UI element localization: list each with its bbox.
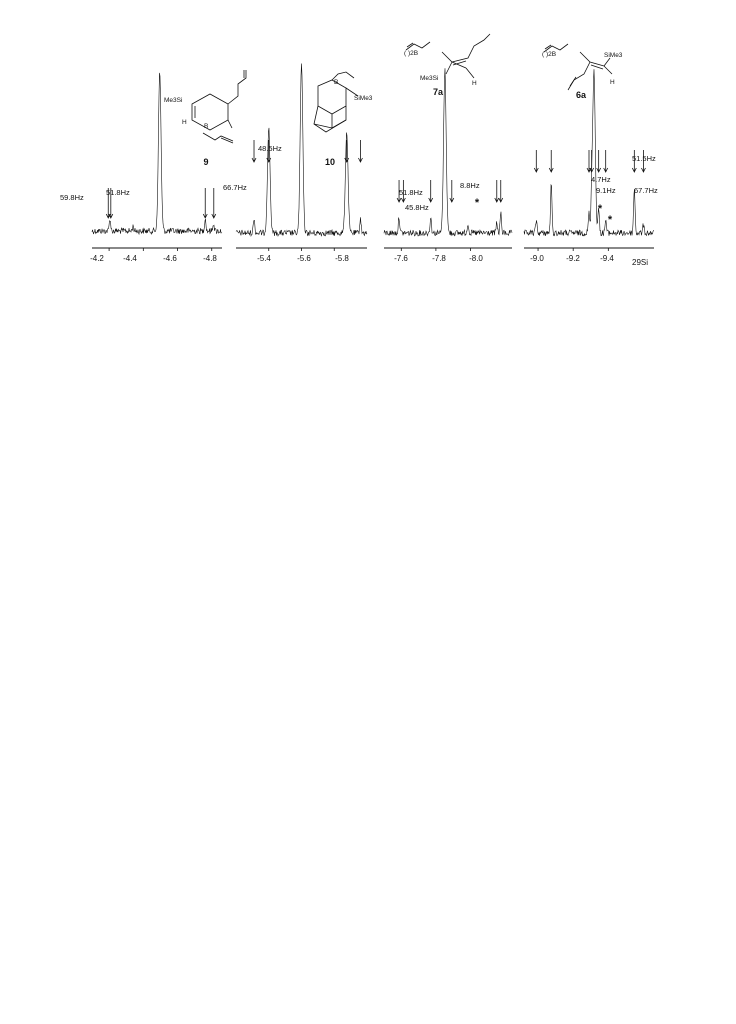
peak-arrow [358,140,363,163]
compound-label: 6a [576,90,587,100]
spectrum-trace-10 [235,63,368,238]
structure-9 [191,70,247,144]
coupling-label: 4.7Hz [591,175,611,184]
peak-arrow [428,180,434,203]
tick-label: -7.8 [432,254,446,263]
peak-arrow [449,180,455,203]
peak-arrow [396,180,402,203]
peak-arrow [631,150,637,173]
compound-label: 7a [433,87,444,97]
compound-label: 9 [203,157,208,167]
tick-label: -9.2 [566,254,580,263]
peak-arrow [498,180,504,203]
arrows-7a [396,180,504,203]
substituent-label: B [334,79,338,86]
tick-label: -8.0 [469,254,483,263]
substituent-label: H [472,80,477,87]
ticks-7a [400,248,471,251]
coupling-label: 9.1Hz [596,186,616,195]
coupling-label: 51.8Hz [399,188,423,197]
tick-label: -4.4 [123,254,137,263]
coupling-label: 67.7Hz [634,186,658,195]
substituent-label: ( )2B [404,50,418,57]
spectrum-trace-7a [383,68,513,237]
peak-arrow [494,180,500,203]
coupling-label: 8.8Hz [460,181,480,190]
tick-label: -5.4 [257,254,271,263]
peak-arrow [202,188,208,219]
coupling-label: 45.8Hz [405,203,429,212]
peak-arrow [251,140,257,163]
spectrum-panel-6a: -9.0 -9.2 -9.4 29Si 4.7Hz 9.1Hz 51.5Hz 6… [523,43,658,267]
peak-arrow [641,150,646,173]
spectrum-panel-7a: -7.6 -7.8 -8.0 51.8Hz 45.8Hz 8.8Hz * ( )… [383,33,513,263]
ticks-6a [537,248,609,251]
tick-label: -4.6 [163,254,177,263]
compound-label: 10 [325,157,335,167]
peak-arrow [266,140,272,163]
peak-arrow [603,150,609,173]
spectrum-panel-9: -4.2 -4.4 -4.6 -4.8 59.8Hz 51.8Hz Me3Si … [60,70,247,263]
structure-6a [543,43,613,91]
tick-label: -9.4 [600,254,614,263]
peak-arrow [344,140,350,163]
substituent-label: H [182,119,187,126]
substituent-label: SiMe3 [354,95,373,102]
tick-label: -4.8 [203,254,217,263]
substituent-label: Me3Si [164,97,182,104]
nucleus-label: 29Si [632,258,648,267]
coupling-label: 51.5Hz [632,154,656,163]
tick-label: -4.2 [90,254,104,263]
tick-label: -7.6 [394,254,408,263]
peak-arrow [589,150,594,173]
arrows-10 [251,140,363,163]
ticks-9 [108,248,213,251]
spectrum-panel-10: -5.4 -5.6 -5.8 48.5Hz 66.7Hz B SiMe3 10 [223,63,373,263]
arrows-6a [533,150,646,173]
impurity-marker: * [608,214,613,226]
coupling-label: 48.5Hz [258,144,282,153]
spectrum-trace-6a [523,69,654,237]
coupling-label: 51.8Hz [106,188,130,197]
impurity-marker: * [475,197,480,209]
arrows-9 [105,188,217,219]
substituent-label: ( )2B [542,51,556,58]
impurity-marker: * [598,203,603,215]
substituent-label: SiMe3 [604,52,623,59]
substituent-label: Me3Si [420,75,438,82]
structure-7a [405,33,491,79]
substituent-label: H [610,79,615,86]
coupling-label: 59.8Hz [60,193,84,202]
ticks-10 [268,248,335,251]
coupling-label: 66.7Hz [223,183,247,192]
peak-arrow [401,180,406,203]
substituent-label: B [204,123,208,130]
spectrum-trace-9 [91,72,223,236]
tick-label: -9.0 [530,254,544,263]
tick-label: -5.8 [335,254,349,263]
structure-10 [313,71,359,133]
peak-arrow [548,150,554,173]
peak-arrow [108,188,114,219]
peak-arrow [596,150,602,173]
tick-label: -5.6 [297,254,311,263]
peak-arrow [533,150,539,173]
peak-arrow [211,188,217,219]
